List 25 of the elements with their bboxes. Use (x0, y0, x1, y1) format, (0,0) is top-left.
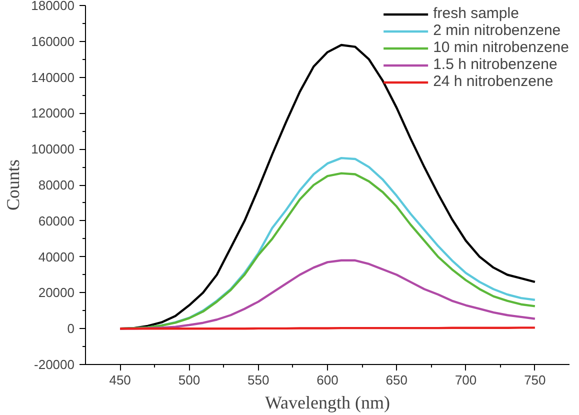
y-tick-label: 80000 (38, 178, 75, 192)
y-tick-label: -20000 (34, 357, 75, 372)
x-tick-label: 700 (454, 372, 477, 388)
y-tick-label: 20000 (38, 285, 75, 300)
legend-label: fresh sample (433, 5, 519, 22)
x-axis-title: Wavelength (nm) (264, 392, 390, 412)
y-tick-label: 0 (67, 321, 75, 336)
legend-label: 2 min nitrobenzene (433, 22, 561, 39)
legend-label: 10 min nitrobenzene (433, 39, 569, 56)
y-axis-title: Counts (3, 159, 24, 211)
x-tick-label: 500 (178, 372, 200, 388)
x-tick-label: 600 (316, 372, 338, 388)
y-tick-label: 160000 (31, 34, 75, 49)
y-tick-label: 180000 (31, 0, 75, 13)
y-tick-label: 60000 (38, 213, 75, 228)
y-tick-label: 40000 (38, 249, 75, 264)
x-tick-label: 550 (248, 372, 270, 388)
x-tick-label: 650 (386, 372, 408, 388)
legend-label: 24 h nitrobenzene (433, 73, 554, 90)
x-tick-label: 450 (109, 372, 131, 388)
x-tick-label: 750 (524, 372, 546, 388)
y-tick-label: 140000 (31, 70, 75, 85)
y-tick-label: 100000 (31, 142, 75, 157)
y-tick-label: 120000 (31, 106, 75, 121)
legend-label: 1.5 h nitrobenzene (433, 56, 558, 73)
